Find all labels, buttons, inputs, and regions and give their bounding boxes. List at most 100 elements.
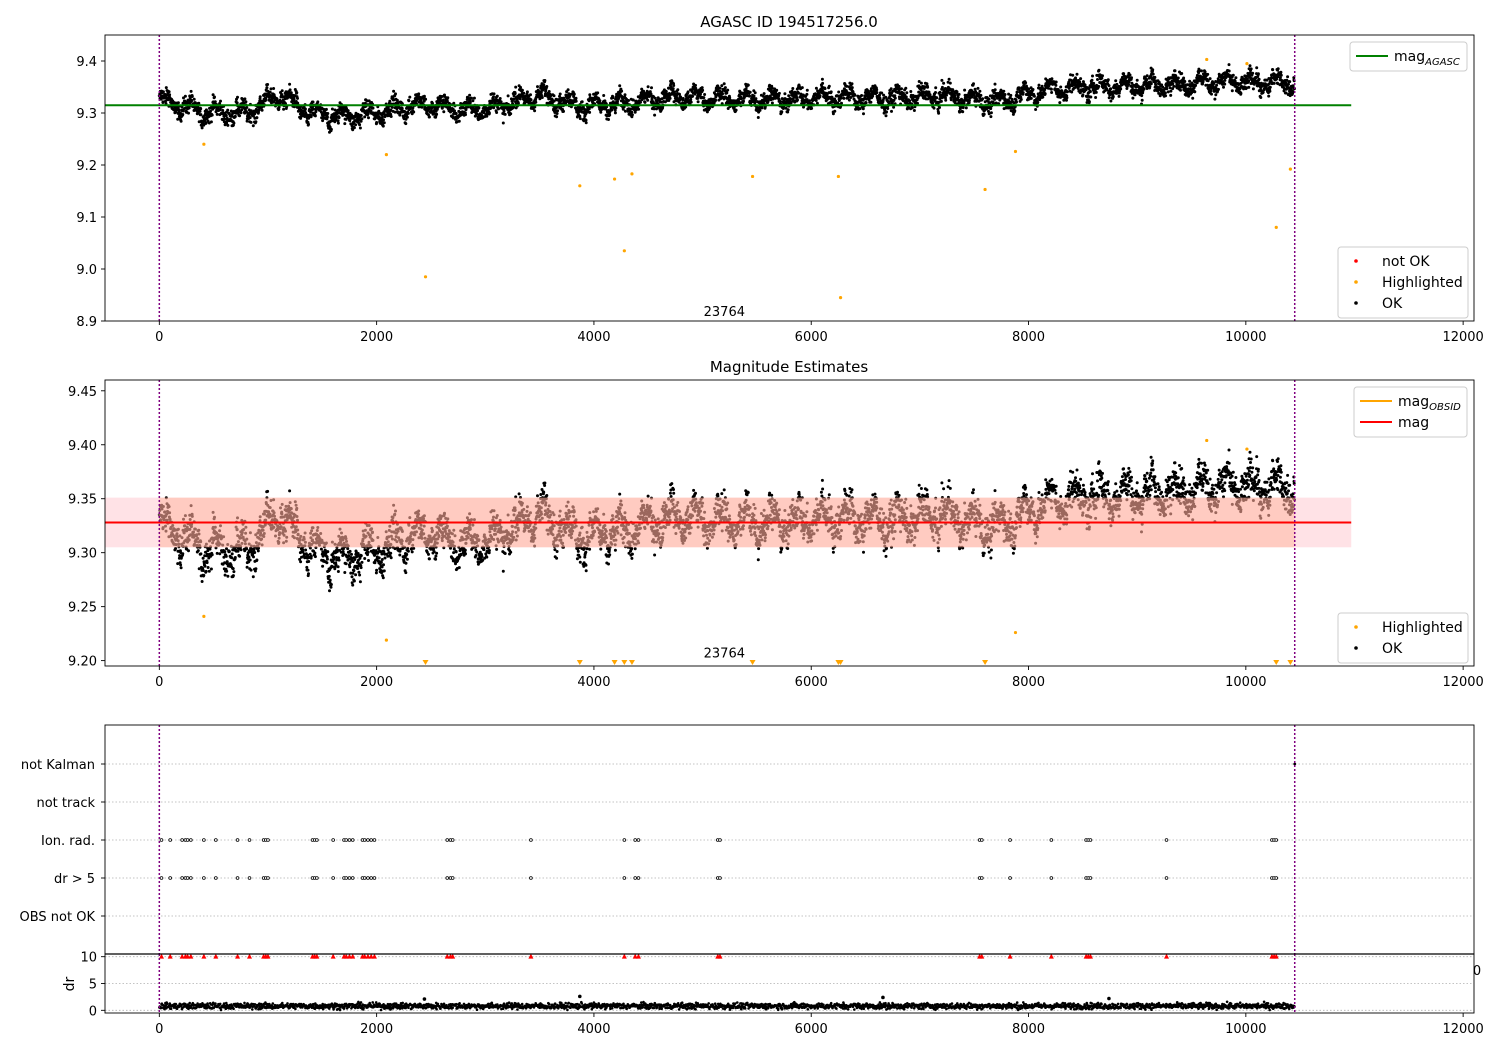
top-ok-point [366,112,370,116]
top-ok-point [956,95,960,99]
top-ok-point [311,100,315,104]
top-ok-point [886,107,890,110]
top-ok-point [492,95,495,99]
top-ok-point [805,92,809,96]
top-lower-legend-label: OK [1382,296,1403,312]
top-ok-point [476,109,479,113]
top-ok-point [1140,94,1144,98]
top-ok-point [934,86,938,90]
top-ok-point [1054,80,1058,84]
top-ok-point [1009,93,1013,97]
top-ok-point [708,106,712,110]
top-ok-point [796,98,799,102]
top-ok-point [1154,83,1158,87]
top-ok-point [1183,80,1187,83]
top-ok-point [265,86,269,90]
top-ok-point [497,107,500,111]
top-ok-point [720,84,724,88]
top-ok-point [623,109,627,113]
top-ok-point [566,88,570,92]
top-ok-point [431,101,434,105]
top-xtick-label: 2000 [360,330,393,345]
top-ok-point [780,110,784,114]
top-ok-point [1101,74,1104,78]
top-ok-point [905,91,909,95]
top-ok-point [718,86,722,90]
top-ok-point [245,106,249,109]
middle-ok-point [199,552,203,556]
top-ok-point [555,115,559,119]
top-ok-point [346,109,350,113]
top-ok-point [931,101,935,105]
top-ok-point [602,94,606,97]
top-ok-point [1109,87,1113,91]
top-ok-point [1151,72,1155,76]
top-ok-point [442,98,445,102]
top-ok-point [734,108,738,112]
top-ok-point [513,92,517,95]
top-ok-point [814,86,818,90]
top-lower-legend-dot [1354,259,1358,263]
top-ok-point [424,97,428,101]
top-ok-point [1227,63,1231,67]
top-ok-point [686,90,690,94]
top-ok-point [329,127,333,131]
top-ok-point [1217,87,1220,91]
top-ok-point [961,110,965,114]
top-ok-point [168,93,172,97]
top-ok-point [1259,96,1263,99]
top-ok-point [337,116,341,120]
top-ok-point [847,98,851,102]
top-ok-point [808,99,811,103]
top-ok-point [753,100,757,104]
top-ok-point [934,91,937,94]
top-ok-point [694,83,697,87]
top-highlighted-point [578,184,582,188]
top-ok-point [1097,68,1101,72]
top-ok-point [702,96,706,100]
top-ok-point [1256,72,1260,76]
top-ok-point [1149,82,1153,86]
top-ok-point [472,96,476,100]
top-ok-point [696,96,700,100]
top-ok-point [947,77,951,81]
top-ok-point [1029,96,1033,100]
top-ok-point [864,101,868,105]
top-ok-point [940,78,944,82]
top-ok-point [224,114,228,118]
top-ok-point [303,107,307,111]
top-ok-point [955,90,959,94]
top-ok-point [900,87,903,91]
top-ytick-label: 9.1 [76,211,97,226]
top-ok-point [235,101,239,105]
top-ok-point [1268,85,1272,89]
top-ok-point [875,91,879,95]
top-ok-point [892,105,896,109]
top-ok-point [820,77,824,81]
top-ok-point [770,101,774,105]
top-ok-point [358,126,362,130]
top-ok-point [904,95,908,99]
top-ok-point [529,98,533,102]
top-highlighted-point [384,153,389,157]
top-ok-point [343,122,347,126]
top-ok-point [313,114,317,118]
top-ok-point [860,94,864,97]
top-ok-point [482,111,486,115]
top-ok-point [637,107,641,111]
top-ok-point [520,88,524,92]
top-ok-point [744,87,748,91]
top-ok-point [211,93,215,97]
top-ok-point [205,117,209,121]
top-ok-point [198,109,202,113]
top-ok-point [495,94,499,98]
top-ok-point [964,106,968,110]
top-ok-point [1071,73,1075,77]
top-ok-point [187,111,190,115]
top-ok-point [412,110,416,114]
top-ok-point [912,109,916,112]
top-ok-point [850,86,854,90]
top-ok-point [407,99,411,103]
top-ok-point [186,98,190,102]
